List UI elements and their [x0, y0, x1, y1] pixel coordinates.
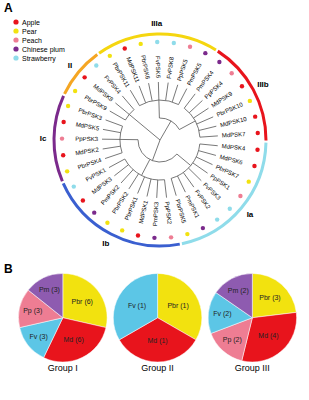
svg-text:PpPSK5: PpPSK5: [176, 58, 189, 82]
svg-text:PbrPSK7: PbrPSK7: [214, 163, 240, 180]
svg-text:Md (1): Md (1): [147, 337, 167, 345]
svg-text:PbrPSK2: PbrPSK2: [111, 190, 130, 215]
svg-text:PmPSK3: PmPSK3: [152, 201, 159, 226]
svg-text:A: A: [4, 1, 13, 15]
svg-text:MdPSK7: MdPSK7: [222, 131, 247, 139]
svg-text:MdPSK10: MdPSK10: [219, 116, 247, 128]
svg-text:PbrPSK5: PbrPSK5: [174, 199, 187, 225]
svg-text:FvPSK4: FvPSK4: [103, 74, 122, 95]
svg-text:MdPSK9: MdPSK9: [210, 90, 234, 109]
svg-text:Pm (3): Pm (3): [39, 286, 60, 294]
svg-text:IIIb: IIIb: [257, 80, 269, 89]
svg-text:PmPSK4: PmPSK4: [195, 69, 215, 93]
svg-text:Pear: Pear: [22, 28, 37, 35]
svg-text:MdPSK8: MdPSK8: [92, 82, 115, 103]
svg-text:Ia: Ia: [247, 210, 254, 219]
svg-text:Pp (3): Pp (3): [23, 307, 42, 315]
svg-text:MdPSK1: MdPSK1: [138, 199, 149, 224]
svg-text:PmPSK1: PmPSK1: [184, 194, 200, 219]
svg-text:Group II: Group II: [141, 363, 174, 373]
svg-text:FvPSK8: FvPSK8: [166, 56, 175, 79]
svg-text:FvPSK1: FvPSK1: [85, 167, 108, 183]
svg-text:Chinese plum: Chinese plum: [22, 46, 65, 54]
svg-text:MdPSK2: MdPSK2: [75, 147, 100, 157]
svg-text:Ic: Ic: [40, 134, 47, 143]
svg-text:FvPSK6: FvPSK6: [155, 56, 162, 79]
svg-text:PbrPSK11: PbrPSK11: [111, 61, 131, 89]
svg-text:PmPSK2: PmPSK2: [99, 183, 121, 206]
svg-text:PmPSK5: PmPSK5: [186, 62, 203, 87]
svg-text:PpPSK2: PpPSK2: [164, 201, 173, 225]
svg-text:Pbr (6): Pbr (6): [72, 298, 93, 306]
html-text:B: B: [4, 262, 13, 276]
svg-text:PpPSK1: PpPSK1: [209, 173, 232, 191]
svg-text:PpPSK4: PpPSK4: [203, 80, 224, 100]
svg-text:PbrPSK3: PbrPSK3: [78, 107, 104, 121]
svg-text:Md (4): Md (4): [258, 332, 278, 340]
svg-text:Fv (1): Fv (1): [128, 302, 146, 310]
svg-text:Group I: Group I: [48, 363, 78, 373]
svg-text:MdPSK5: MdPSK5: [75, 121, 100, 131]
svg-text:PbrPSK10: PbrPSK10: [216, 101, 245, 118]
svg-text:Pbr (3): Pbr (3): [259, 294, 280, 302]
svg-text:FvPSK2: FvPSK2: [193, 188, 212, 210]
svg-text:MdPSK3: MdPSK3: [90, 175, 114, 196]
svg-text:Group III: Group III: [235, 363, 270, 373]
svg-text:Md (6): Md (6): [63, 336, 83, 344]
svg-text:MdPSK4: MdPSK4: [221, 143, 246, 151]
svg-text:FvPSK3: FvPSK3: [202, 181, 222, 202]
svg-text:Peach: Peach: [22, 37, 42, 44]
svg-text:IIIa: IIIa: [151, 19, 163, 28]
svg-text:Ib: Ib: [102, 239, 109, 248]
svg-text:Pbr (1): Pbr (1): [167, 302, 188, 310]
svg-text:Pm (2): Pm (2): [228, 287, 249, 295]
svg-text:Apple: Apple: [22, 19, 40, 27]
svg-text:II: II: [68, 61, 72, 70]
svg-text:Pp (2): Pp (2): [223, 336, 242, 344]
svg-text:PbrPSK6: PbrPSK6: [140, 54, 151, 80]
svg-text:PbrPSK9: PbrPSK9: [83, 94, 108, 112]
svg-text:PbrPSK4: PbrPSK4: [77, 157, 103, 171]
svg-text:Strawberry: Strawberry: [22, 55, 56, 63]
svg-text:Fv (3): Fv (3): [30, 333, 48, 341]
svg-text:PbrPSK1: PbrPSK1: [124, 195, 139, 221]
svg-text:PpPSK3: PpPSK3: [75, 136, 98, 142]
svg-text:MdPSK11: MdPSK11: [125, 56, 140, 84]
svg-text:Fv (2): Fv (2): [213, 310, 231, 318]
svg-text:MdPSK6: MdPSK6: [219, 154, 244, 166]
